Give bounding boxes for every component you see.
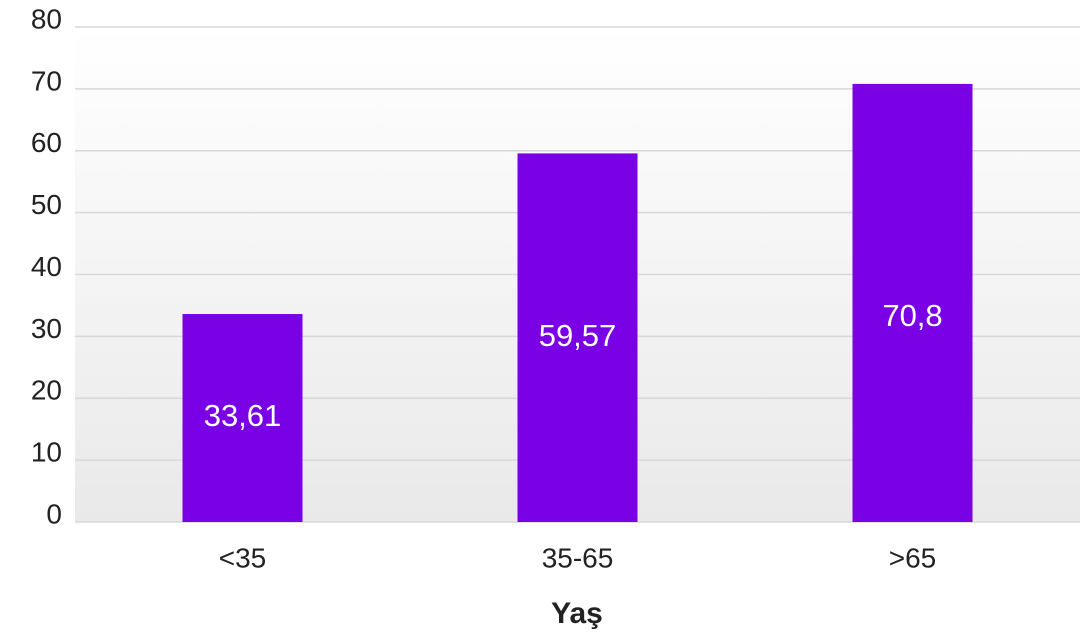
x-axis-label: Yaş <box>551 597 603 630</box>
x-tick-label: <35 <box>219 542 267 573</box>
y-tick-label: 0 <box>46 498 62 529</box>
x-tick-label: 35-65 <box>542 542 614 573</box>
value-label: 70,8 <box>882 298 942 333</box>
y-tick-label: 70 <box>31 65 62 96</box>
bar <box>852 83 973 523</box>
y-tick-label: 10 <box>31 437 62 468</box>
y-tick-label: 40 <box>31 251 62 282</box>
y-tick-label: 30 <box>31 313 62 344</box>
x-tick-label: >65 <box>889 542 937 573</box>
y-tick-label: 80 <box>31 3 62 34</box>
bar <box>182 314 303 522</box>
value-label: 33,61 <box>204 398 282 433</box>
value-label: 59,57 <box>539 318 617 353</box>
y-tick-label: 20 <box>31 375 62 406</box>
bar <box>517 153 638 522</box>
y-tick-label: 50 <box>31 189 62 220</box>
y-tick-label: 60 <box>31 127 62 158</box>
